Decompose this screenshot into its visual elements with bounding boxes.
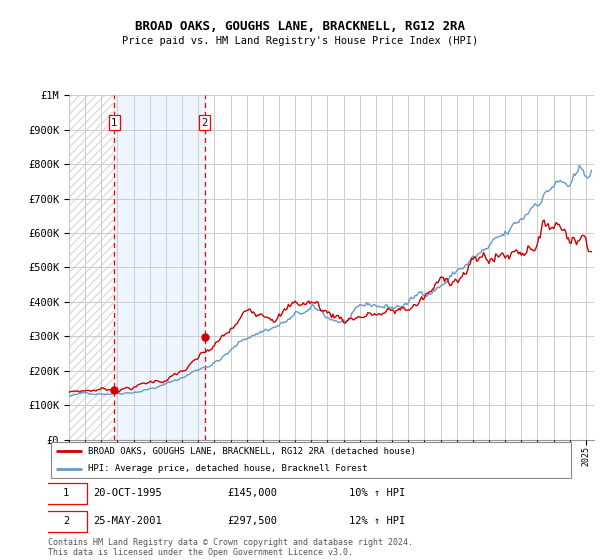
Text: Price paid vs. HM Land Registry's House Price Index (HPI): Price paid vs. HM Land Registry's House … [122,36,478,46]
Bar [69,95,114,440]
Text: 25-MAY-2001: 25-MAY-2001 [93,516,161,526]
Text: HPI: Average price, detached house, Bracknell Forest: HPI: Average price, detached house, Brac… [88,464,367,473]
FancyBboxPatch shape [50,442,571,478]
Text: 1: 1 [111,118,118,128]
Text: £297,500: £297,500 [227,516,278,526]
Text: 10% ↑ HPI: 10% ↑ HPI [349,488,405,498]
Text: 2: 2 [202,118,208,128]
Text: BROAD OAKS, GOUGHS LANE, BRACKNELL, RG12 2RA (detached house): BROAD OAKS, GOUGHS LANE, BRACKNELL, RG12… [88,446,415,455]
Text: 2: 2 [63,516,69,526]
Text: 20-OCT-1995: 20-OCT-1995 [93,488,161,498]
FancyBboxPatch shape [46,511,86,532]
Text: Contains HM Land Registry data © Crown copyright and database right 2024.
This d: Contains HM Land Registry data © Crown c… [48,538,413,557]
FancyBboxPatch shape [46,483,86,504]
Text: BROAD OAKS, GOUGHS LANE, BRACKNELL, RG12 2RA: BROAD OAKS, GOUGHS LANE, BRACKNELL, RG12… [135,20,465,32]
Text: 12% ↑ HPI: 12% ↑ HPI [349,516,405,526]
Text: 1: 1 [63,488,69,498]
Text: £145,000: £145,000 [227,488,278,498]
Bar [114,95,205,440]
